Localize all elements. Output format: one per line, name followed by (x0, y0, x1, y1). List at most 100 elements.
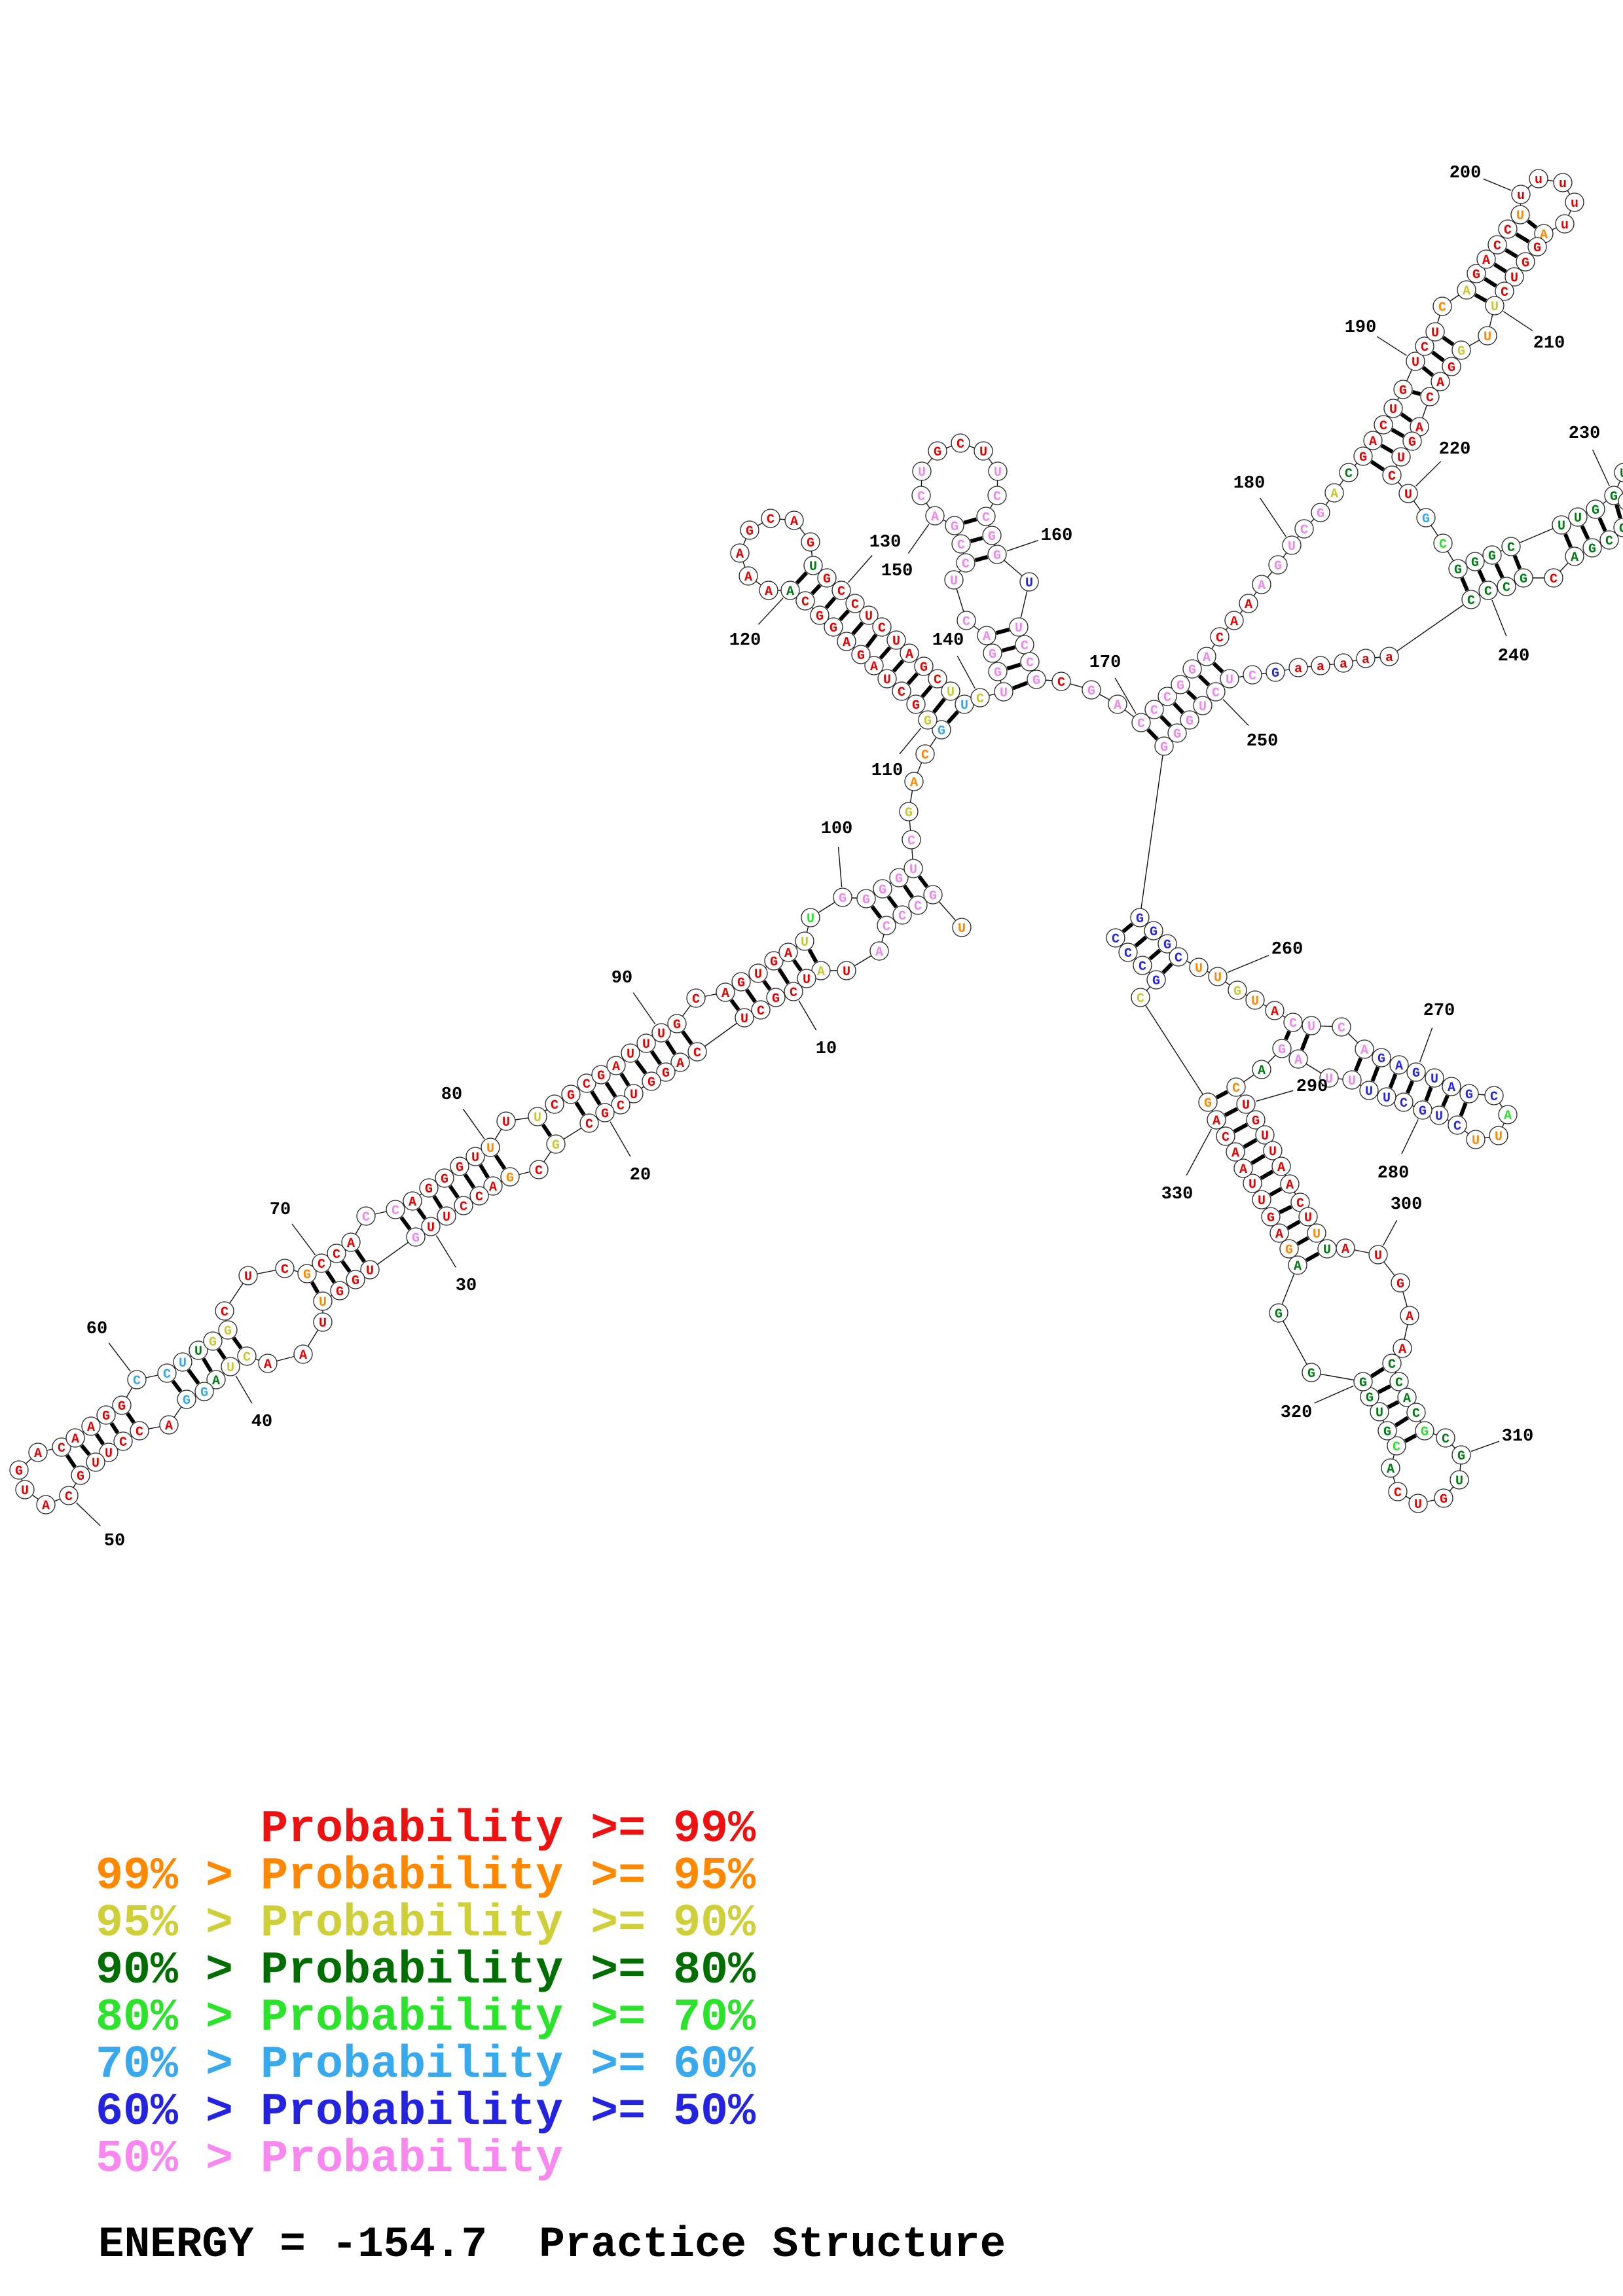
pair-bond (1012, 681, 1029, 691)
residue-circle (731, 972, 751, 992)
residue-circle (1302, 1363, 1321, 1382)
residue-circle (892, 905, 912, 925)
residue-letter: A (1330, 487, 1338, 502)
label-leader (108, 1342, 131, 1372)
residue-circle (52, 1437, 71, 1457)
residue-letter: G (1408, 435, 1416, 450)
pair-bond (665, 1039, 677, 1056)
residue-letter: U (803, 973, 811, 988)
residue-letter: C (993, 490, 1001, 505)
residue-letter: C (898, 909, 906, 924)
residue-circle (795, 591, 815, 611)
residue-circle (1448, 1115, 1467, 1135)
pair-bond (963, 517, 977, 525)
pair-bond (1515, 232, 1530, 243)
residue-letter: C (914, 899, 922, 914)
pair-bond (1512, 554, 1522, 570)
residue-letter: C (1216, 631, 1224, 646)
pair-bond (1300, 1033, 1310, 1051)
residue-letter: A (1369, 435, 1377, 450)
residue-circle (1586, 499, 1605, 519)
residue-letter: G (1383, 1425, 1391, 1440)
residue-letter: a (1385, 651, 1393, 666)
residue-letter: A (612, 1060, 620, 1075)
residue-letter: C (475, 1190, 483, 1205)
residue-circle (1207, 1110, 1226, 1130)
residue-circle (1516, 252, 1535, 272)
residue-circle (1182, 659, 1202, 679)
residue-letter: C (163, 1367, 171, 1382)
residue-letter: A (870, 660, 878, 675)
residue-letter: A (1230, 615, 1238, 630)
residue-circle (529, 1160, 549, 1179)
residue-letter: U (1015, 621, 1023, 636)
residue-letter: C (693, 1046, 701, 1061)
residue-letter: C (1124, 946, 1132, 961)
residue-letter: C (1232, 1081, 1240, 1096)
label-leader (632, 992, 656, 1025)
residue-circle (1334, 653, 1353, 673)
residue-letter: A (983, 630, 991, 645)
residue-letter: A (347, 1236, 355, 1251)
residue-circle (1476, 249, 1496, 269)
residue-circle (81, 1416, 101, 1436)
residue-letter: G (118, 1399, 126, 1414)
residue-letter: A (1398, 1342, 1406, 1357)
residue-circle (406, 1227, 426, 1247)
residue-circle (621, 1043, 640, 1063)
residue-letter: C (551, 1098, 558, 1113)
residue-circle (177, 1390, 196, 1409)
residue-letter: G (912, 698, 920, 713)
residue-circle (1279, 1239, 1299, 1259)
residue-letter: G (456, 1160, 464, 1175)
residue-circle (1402, 431, 1422, 451)
residue-letter: G (1136, 912, 1144, 927)
energy-caption: ENERGY = -154.7 Practice Structure (98, 2220, 1006, 2269)
residue-letter: A (1239, 1162, 1247, 1177)
residue-letter: C (878, 621, 886, 636)
residue-circle (908, 895, 928, 915)
residue-letter: U (319, 1295, 327, 1310)
residue-letter: C (1137, 992, 1144, 1007)
residue-circle (730, 543, 750, 563)
residue-letter: U (1516, 209, 1524, 224)
residue-letter: G (1152, 974, 1160, 989)
residue-letter: G (224, 1324, 232, 1339)
residue-letter: U (1383, 1091, 1391, 1106)
position-label: 200 (1450, 164, 1482, 183)
position-label: 190 (1345, 318, 1377, 338)
pair-bond (541, 1123, 553, 1138)
position-label: 110 (871, 761, 903, 781)
residue-circle (450, 1157, 469, 1176)
residue-letter: G (895, 872, 903, 887)
residue-circle (1372, 1048, 1391, 1067)
residue-circle (1425, 322, 1445, 342)
residue-letter: C (757, 1004, 765, 1019)
residue-circle (1265, 1001, 1285, 1020)
position-label: 230 (1569, 424, 1601, 444)
residue-circle (293, 1344, 313, 1364)
pair-bond (604, 1081, 617, 1098)
position-label: 60 (86, 1319, 107, 1339)
residue-letter: U (1258, 1194, 1266, 1209)
label-leader (1491, 600, 1507, 637)
residue-circle (1180, 710, 1199, 730)
residue-circle (386, 1200, 405, 1219)
position-label: 320 (1281, 1403, 1313, 1423)
residue-letter: C (1484, 584, 1492, 600)
pair-bond (340, 1260, 352, 1273)
residue-letter: U (1374, 1249, 1382, 1264)
residue-letter: A (264, 1357, 272, 1372)
residue-circle (1283, 1013, 1303, 1032)
residue-letter: G (567, 1088, 575, 1103)
pair-bond (355, 1249, 366, 1263)
residue-circle (1497, 577, 1516, 596)
pair-bond (906, 672, 919, 685)
pair-bond (1224, 1107, 1239, 1117)
residue-letter: U (1249, 1177, 1256, 1193)
pair-bond (1269, 1187, 1283, 1197)
residue-circle (1319, 1068, 1339, 1088)
pair-bond (1377, 1384, 1392, 1394)
label-leader (1006, 540, 1038, 552)
residue-circle (1252, 1060, 1271, 1079)
